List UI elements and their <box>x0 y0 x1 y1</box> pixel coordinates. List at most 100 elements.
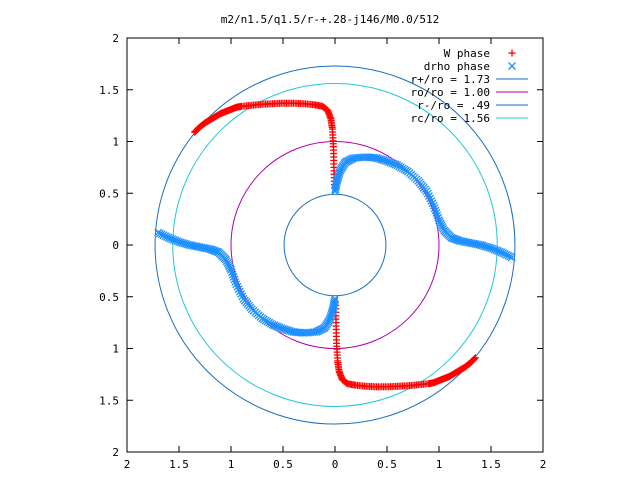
legend-marker <box>508 62 516 70</box>
drho-phase-point-d2 <box>176 238 185 247</box>
drho-phase-point-d2 <box>282 325 291 334</box>
x-tick-label: 0.5 <box>377 458 397 471</box>
drho-phase-point <box>428 199 437 208</box>
drho-phase-point <box>235 287 244 296</box>
drho-phase-point <box>154 228 163 237</box>
y-tick-label: 2 <box>112 32 119 45</box>
drho-phase-point <box>426 194 435 203</box>
y-tick-label: 2 <box>112 446 119 459</box>
drho-phase-point-d2 <box>507 253 516 262</box>
drho-phase-point <box>232 280 241 289</box>
drho-phase-point-d2 <box>272 322 281 331</box>
drho-phase-point-d2 <box>428 199 437 208</box>
legend-label: ro/ro = 1.00 <box>411 86 490 99</box>
drho-phase-point-d2 <box>391 160 400 169</box>
drho-phase-point-d2 <box>280 325 289 334</box>
drho-phase-point-d2 <box>386 158 395 167</box>
drho-phase-point <box>434 213 443 222</box>
drho-phase-point-d2 <box>388 159 397 168</box>
drho-phase-point <box>427 196 436 205</box>
circle-ro-series <box>230 141 440 349</box>
drho-phase-point-d2 <box>277 324 286 333</box>
axis-ticks: 2 1.5 1 0.5 0 0.5 1 1.5 221.510.500.511.52 <box>99 32 546 471</box>
drho-phase-point <box>507 253 516 262</box>
drho-phase-point-d2 <box>168 235 177 244</box>
drho-phase-point-d2 <box>287 327 296 336</box>
drho-phase-point-d2 <box>234 285 243 294</box>
drho-phase-point-d2 <box>389 159 398 168</box>
drho-phase-point-d2 <box>275 323 284 332</box>
drho-phase-point-d2 <box>433 211 442 220</box>
drho-phase-point-d2 <box>427 196 436 205</box>
y-tick-label: 1.5 <box>99 394 119 407</box>
drho-phase-point-d2 <box>432 208 441 217</box>
drho-phase-point-d2 <box>180 239 189 248</box>
drho-phase-point-d2 <box>270 321 279 330</box>
drho-phase-point-d2 <box>377 155 386 164</box>
drho-phase-point-d2 <box>434 213 443 222</box>
y-tick-label: 0.5 <box>99 291 119 304</box>
drho-phase-point-d2 <box>376 155 385 164</box>
y-tick-label: 0.5 <box>99 187 119 200</box>
y-tick-label: 0 <box>112 239 119 252</box>
legend-marker <box>508 49 516 57</box>
drho-phase-point-d2 <box>175 237 183 246</box>
legend-marker-d2 <box>508 62 516 70</box>
drho-phase-point-d2 <box>423 189 432 198</box>
x-tick-label: 0.5 <box>273 458 293 471</box>
drho-phase-point-d2 <box>422 187 431 196</box>
drho-phase-point <box>431 206 440 215</box>
drho-phase-point-d2 <box>476 241 485 249</box>
drho-phase-point-d2 <box>228 270 237 279</box>
drho-phase-point-d2 <box>273 322 282 331</box>
drho-phase-point-d2 <box>488 244 497 253</box>
legend-label: drho phase <box>424 60 490 73</box>
chart-title: m2/n1.5/q1.5/r-+.28-j146/M0.0/512 <box>221 13 440 26</box>
circle-r-series <box>154 65 516 425</box>
drho-phase-point <box>430 204 439 213</box>
drho-phase-point-d2 <box>372 154 381 163</box>
drho-phase-point-d2 <box>183 240 192 249</box>
drho-phase-point-d2 <box>237 290 246 298</box>
drho-phase-point-d2 <box>154 228 163 237</box>
drho-phase-point <box>424 192 433 200</box>
drho-phase-point-d2 <box>483 243 492 252</box>
drho-phase-point-d2 <box>431 206 440 215</box>
drho-phase-point-d2 <box>230 275 239 284</box>
x-tick-label: 1 <box>436 458 443 471</box>
drho-phase-point-d2 <box>490 245 499 254</box>
drho-phase-point-d2 <box>231 277 240 286</box>
drho-phase-point-d2 <box>185 241 194 249</box>
drho-phase-point-d2 <box>478 241 487 250</box>
legend-label: W phase <box>444 47 490 60</box>
drho-phase-point-d2 <box>284 326 293 335</box>
drho-phase-point <box>228 270 237 279</box>
drho-phase-point <box>234 285 243 294</box>
circle-rc-series <box>172 83 498 407</box>
drho-phase-point-d2 <box>379 156 388 165</box>
drho-phase-point-d2 <box>239 294 248 303</box>
drho-phase-point-d2 <box>279 324 287 333</box>
drho-phase-point-d2 <box>166 234 175 243</box>
drho-phase-point-d2 <box>381 156 390 165</box>
drho-phase-point <box>239 294 248 303</box>
drho-phase-point <box>433 211 442 220</box>
drho-phase-point-d2 <box>181 240 190 248</box>
drho-phase-point-d2 <box>238 292 247 301</box>
drho-phase-point-d2 <box>429 201 438 210</box>
drho-phase-point-d2 <box>383 157 391 166</box>
x-tick-label: 2 <box>540 458 547 471</box>
drho-phase-point-d2 <box>229 273 238 282</box>
drho-phase-point-d2 <box>285 326 294 335</box>
drho-phase-point <box>231 277 240 286</box>
circle-r-series <box>283 193 387 297</box>
drho-phase-point-d2 <box>178 238 187 247</box>
y-tick-label: 1 <box>112 343 119 356</box>
drho-phase-point-d2 <box>227 268 236 277</box>
drho-phase-point <box>429 201 438 210</box>
x-tick-label: 1.5 <box>481 458 501 471</box>
legend-label: r+/ro = 1.73 <box>411 73 490 86</box>
drho-phase-point <box>422 187 431 196</box>
